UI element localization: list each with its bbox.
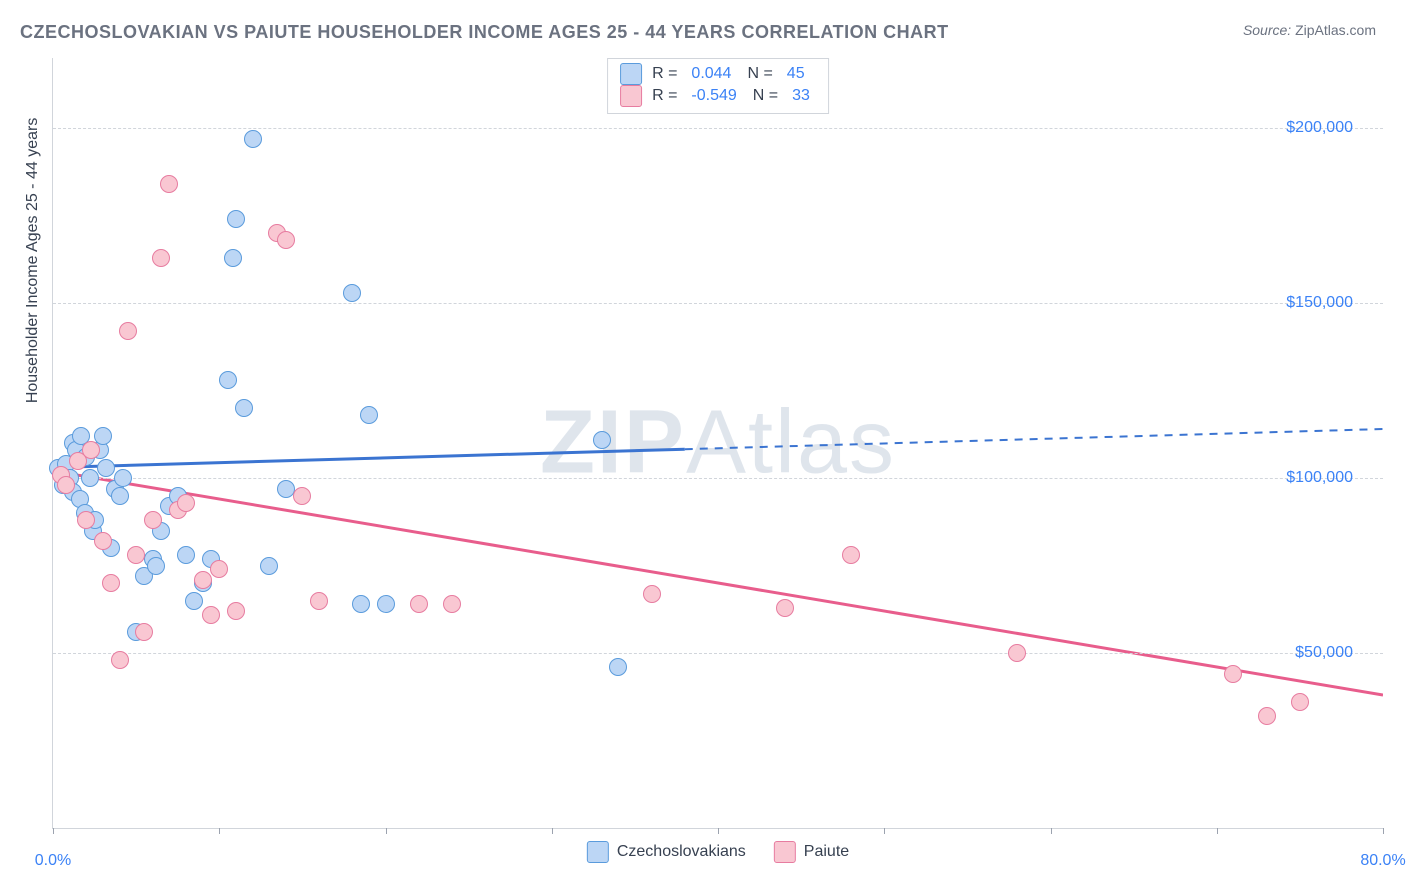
data-point (202, 606, 220, 624)
legend-row: R = -0.549 N = 33 (620, 85, 816, 107)
legend-r-value: 0.044 (691, 65, 731, 83)
legend-r-label: R = (652, 87, 677, 105)
data-point (360, 406, 378, 424)
legend-label: Paiute (804, 843, 849, 861)
legend-row: R = 0.044 N = 45 (620, 63, 816, 85)
x-tick-mark (1383, 828, 1384, 834)
data-point (114, 469, 132, 487)
data-point (277, 480, 295, 498)
legend-r-label: R = (652, 65, 677, 83)
x-tick-mark (884, 828, 885, 834)
data-point (1008, 644, 1026, 662)
data-point (127, 546, 145, 564)
data-point (260, 557, 278, 575)
x-tick-mark (386, 828, 387, 834)
gridline (53, 303, 1383, 304)
data-point (177, 546, 195, 564)
x-tick-mark (53, 828, 54, 834)
data-point (593, 431, 611, 449)
data-point (293, 487, 311, 505)
data-point (144, 511, 162, 529)
data-point (160, 175, 178, 193)
data-point (244, 130, 262, 148)
data-point (1224, 665, 1242, 683)
trend-lines (53, 58, 1383, 828)
y-tick-label: $200,000 (1286, 119, 1353, 137)
x-tick-label: 0.0% (35, 852, 71, 870)
legend-n-value: 33 (792, 87, 810, 105)
data-point (1258, 707, 1276, 725)
chart-title: CZECHOSLOVAKIAN VS PAIUTE HOUSEHOLDER IN… (20, 22, 949, 43)
data-point (227, 210, 245, 228)
y-axis-label: Householder Income Ages 25 - 44 years (24, 118, 42, 404)
source-attribution: Source: ZipAtlas.com (1243, 22, 1376, 38)
data-point (194, 571, 212, 589)
x-tick-mark (552, 828, 553, 834)
source-name: ZipAtlas.com (1295, 22, 1376, 38)
legend-n-label: N = (747, 65, 772, 83)
data-point (776, 599, 794, 617)
data-point (185, 592, 203, 610)
stats-legend: R = 0.044 N = 45 R = -0.549 N = 33 (607, 58, 829, 114)
gridline (53, 478, 1383, 479)
data-point (310, 592, 328, 610)
legend-swatch (620, 85, 642, 107)
y-tick-label: $50,000 (1295, 644, 1353, 662)
data-point (94, 532, 112, 550)
source-label: Source: (1243, 22, 1291, 38)
legend-swatch (774, 841, 796, 863)
legend-item: Czechoslovakians (587, 841, 746, 863)
data-point (643, 585, 661, 603)
data-point (219, 371, 237, 389)
x-tick-mark (1051, 828, 1052, 834)
data-point (135, 623, 153, 641)
data-point (224, 249, 242, 267)
plot-area: ZIPAtlas R =0.044N =45R =-0.549N =33 Cze… (52, 58, 1383, 829)
data-point (352, 595, 370, 613)
data-point (147, 557, 165, 575)
data-point (82, 441, 100, 459)
data-point (609, 658, 627, 676)
legend-n-value: 45 (787, 65, 805, 83)
data-point (102, 574, 120, 592)
legend-r-value: -0.549 (691, 87, 736, 105)
data-point (842, 546, 860, 564)
x-tick-mark (1217, 828, 1218, 834)
chart-container: CZECHOSLOVAKIAN VS PAIUTE HOUSEHOLDER IN… (0, 0, 1406, 892)
data-point (77, 511, 95, 529)
data-point (343, 284, 361, 302)
legend-item: Paiute (774, 841, 849, 863)
data-point (111, 487, 129, 505)
data-point (210, 560, 228, 578)
data-point (227, 602, 245, 620)
y-tick-label: $150,000 (1286, 294, 1353, 312)
x-tick-label: 80.0% (1360, 852, 1405, 870)
data-point (97, 459, 115, 477)
legend-n-label: N = (753, 87, 778, 105)
data-point (1291, 693, 1309, 711)
x-tick-mark (718, 828, 719, 834)
legend-label: Czechoslovakians (617, 843, 746, 861)
data-point (57, 476, 75, 494)
y-tick-label: $100,000 (1286, 469, 1353, 487)
legend-swatch (620, 63, 642, 85)
data-point (81, 469, 99, 487)
data-point (377, 595, 395, 613)
gridline (53, 653, 1383, 654)
data-point (177, 494, 195, 512)
data-point (443, 595, 461, 613)
data-point (235, 399, 253, 417)
legend-swatch (587, 841, 609, 863)
series-legend: Czechoslovakians Paiute (587, 841, 849, 863)
data-point (152, 249, 170, 267)
data-point (111, 651, 129, 669)
data-point (277, 231, 295, 249)
x-tick-mark (219, 828, 220, 834)
data-point (119, 322, 137, 340)
data-point (410, 595, 428, 613)
